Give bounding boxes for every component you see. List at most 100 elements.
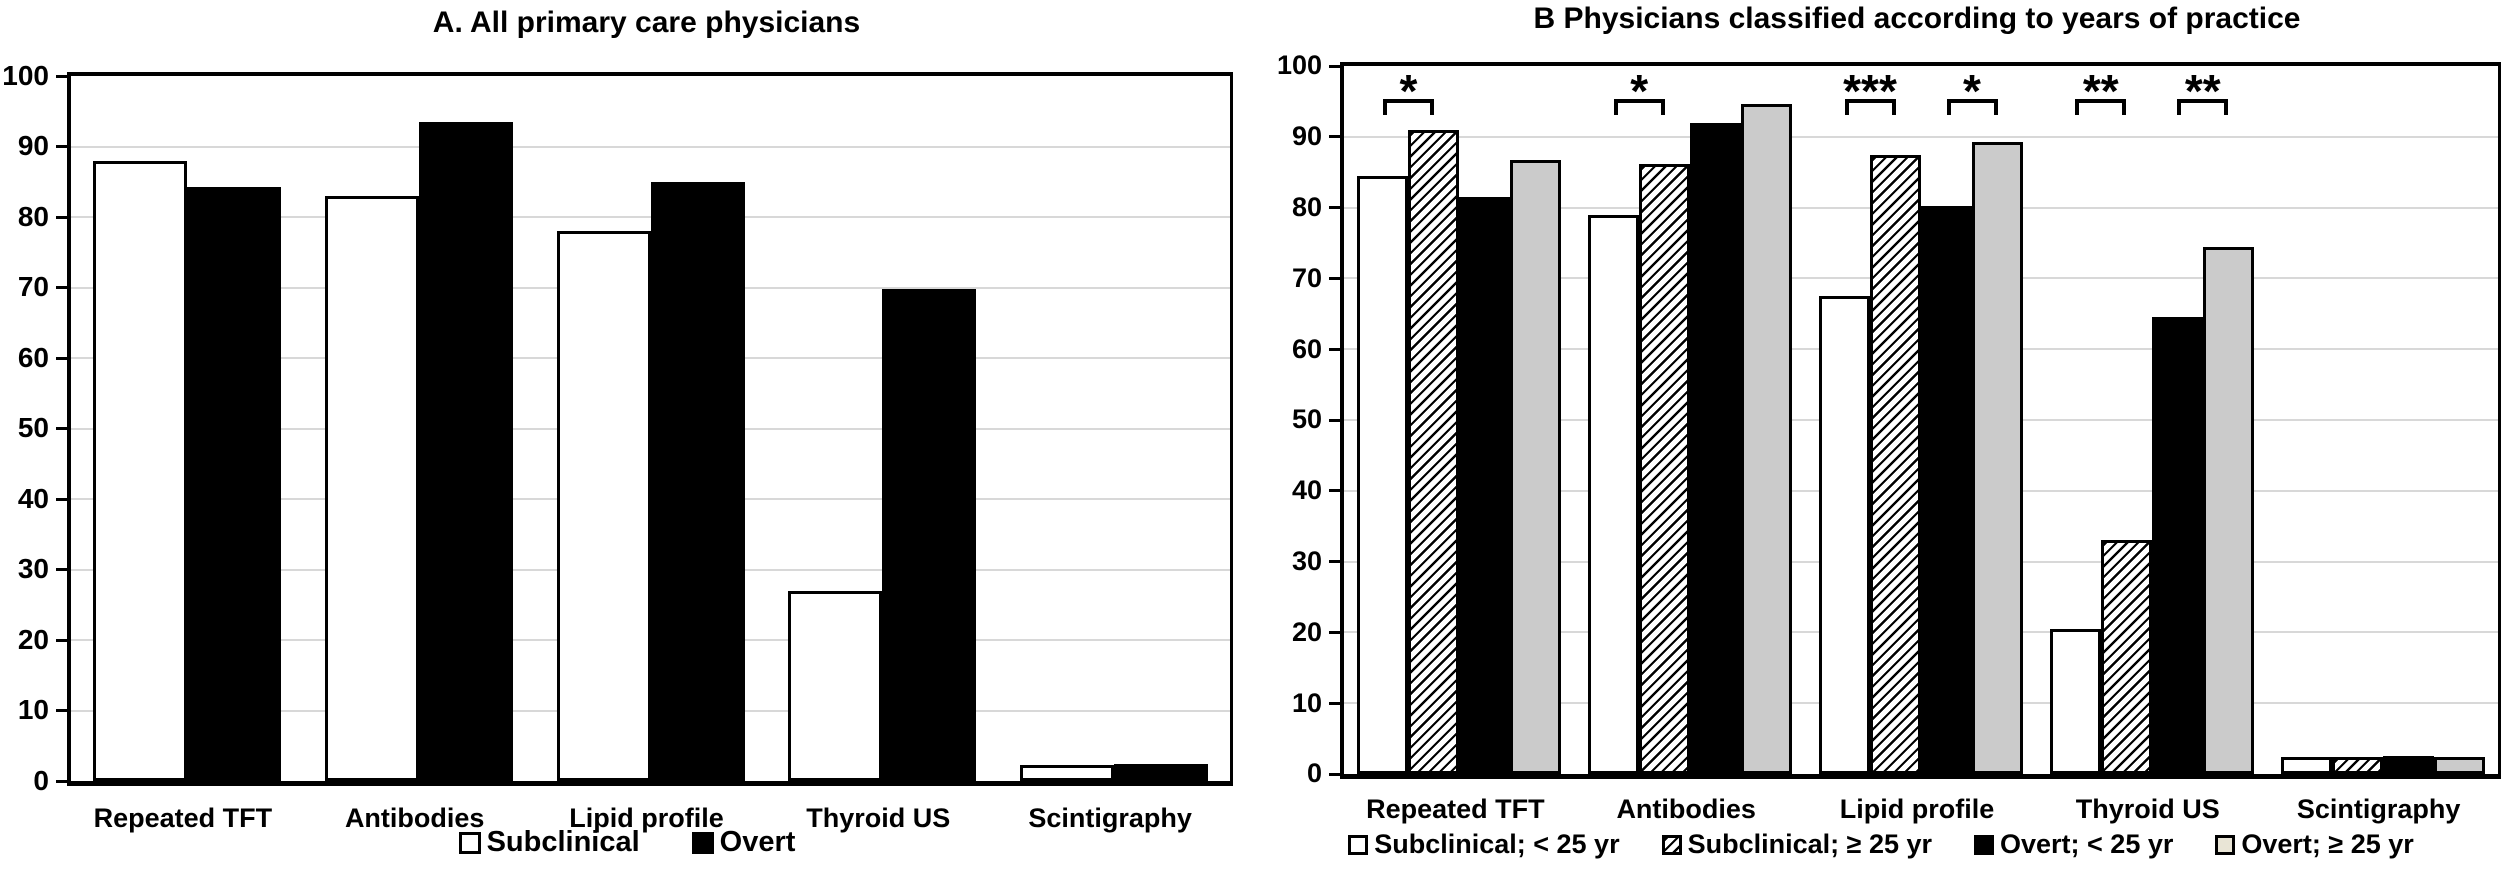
legend-label: Subclinical; ≥ 25 yr [1687, 829, 1933, 859]
gridline [71, 145, 1230, 148]
y-axis-tick-label: 30 [17, 553, 49, 585]
y-axis-tick [56, 779, 67, 783]
panel-b: B Physicians classified according to yea… [1254, 0, 2508, 872]
legend-label: Subclinical [486, 826, 640, 858]
category-label-antibodies: Antibodies [1616, 794, 1756, 824]
legend-swatch-white-icon [458, 831, 481, 854]
bar-lipid-profile-overt-25-yr [1972, 142, 2023, 774]
category-label-thyroid-us: Thyroid US [2075, 794, 2220, 824]
y-axis-tick-label: 70 [1291, 262, 1322, 293]
legend-swatch-black-icon [1974, 834, 1995, 855]
bar-antibodies-overt [418, 121, 513, 781]
y-axis-tick-label: 50 [1291, 404, 1322, 435]
bar-scintigraphy-subclinical-25-yr [2331, 757, 2383, 774]
category-label-repeated-tft: Repeated TFT [93, 803, 273, 833]
legend-item-subclinical-25-yr: Subclinical; < 25 yr [1348, 829, 1620, 860]
y-axis-tick [56, 356, 67, 360]
y-axis-tick-label: 50 [17, 412, 49, 444]
y-axis-tick-label: 30 [1291, 545, 1322, 576]
y-axis-tick [56, 638, 67, 642]
panel-b-plot: 0 10 20 30 40 50 60 70 80 90 100 * * *** * ** ** [1277, 50, 2501, 788]
panel-a: A. All primary care physicians 0 10 20 30 40… [0, 6, 1254, 859]
y-axis-tick [1329, 276, 1340, 280]
y-axis-tick [1329, 560, 1340, 564]
category-label-scintigraphy: Scintigraphy [2296, 794, 2461, 824]
y-axis-tick [56, 497, 67, 501]
bar-repeated-tft-overt-25-yr [1510, 160, 1562, 774]
legend-item-overt-25-yr: Overt; ≥ 25 yr [2215, 829, 2414, 860]
significance-bracket-lipid-profile-01 [1844, 99, 1896, 115]
bar-lipid-profile-subclinical-25-yr [1870, 154, 1921, 774]
y-axis-tick [56, 145, 67, 148]
significance-stars-thyroid-us-01: ** [2082, 65, 2119, 117]
significance-bracket-antibodies-01 [1613, 99, 1665, 115]
bar-thyroid-us-subclinical-25-yr [2049, 628, 2101, 774]
bar-lipid-profile-subclinical-25-yr [1819, 296, 1870, 774]
bar-scintigraphy-overt-25-yr [2382, 756, 2434, 774]
panel-b-legend: Subclinical; < 25 yr Subclinical; ≥ 25 yr… [1254, 829, 2508, 860]
bar-thyroid-us-overt-25-yr [2151, 317, 2203, 774]
y-axis-tick [1329, 701, 1340, 705]
legend-label: Overt [719, 826, 796, 858]
panel-b-title: B Physicians classified according to yea… [1533, 2, 2301, 35]
category-label-lipid-profile: Lipid profile [569, 803, 724, 833]
panel-a-legend: Subclinical Overt [0, 826, 1254, 859]
bar-antibodies-subclinical-25-yr [1639, 163, 1691, 774]
bar-antibodies-overt-25-yr [1690, 122, 1742, 774]
category-label-repeated-tft: Repeated TFT [1366, 794, 1545, 824]
legend-label: Subclinical; < 25 yr [1374, 829, 1620, 859]
bar-lipid-profile-overt-25-yr [1921, 206, 1972, 774]
y-axis-tick-label: 10 [1291, 687, 1322, 718]
y-axis-tick-label: 90 [17, 130, 49, 162]
significance-bracket-lipid-profile-23 [1946, 99, 1998, 115]
bar-repeated-tft-subclinical-25-yr [1357, 175, 1409, 774]
legend-item-subclinical: Subclinical [458, 826, 640, 859]
legend-label: Overt; ≥ 25 yr [2241, 829, 2414, 859]
y-axis-tick-label: 10 [17, 694, 49, 726]
gridline [1344, 135, 2498, 138]
legend-item-overt-25-yr: Overt; < 25 yr [1974, 829, 2173, 860]
y-axis-tick-label: 40 [17, 482, 49, 514]
bar-antibodies-overt-25-yr [1741, 104, 1793, 774]
legend-swatch-white-icon [1348, 834, 1369, 855]
y-axis-tick [56, 427, 67, 430]
bar-thyroid-us-subclinical [788, 590, 883, 781]
y-axis-tick [1329, 135, 1340, 139]
significance-bracket-repeated-tft-01 [1382, 99, 1434, 115]
legend-label: Overt; < 25 yr [2000, 829, 2174, 859]
bar-antibodies-subclinical [324, 195, 419, 781]
significance-stars-repeated-tft-01: * [1399, 65, 1418, 117]
y-axis-tick-label: 80 [17, 200, 49, 232]
legend-swatch-gray-icon [2215, 834, 2236, 855]
category-label-lipid-profile: Lipid profile [1839, 794, 1995, 824]
y-axis-tick [56, 709, 67, 712]
significance-stars-thyroid-us-23: ** [2184, 65, 2221, 117]
y-axis-tick [1329, 489, 1340, 493]
bar-lipid-profile-subclinical [556, 231, 651, 781]
y-axis-tick-label: 60 [17, 341, 49, 373]
panel-a-title: A. All primary care physicians [432, 6, 861, 39]
category-label-scintigraphy: Scintigraphy [1028, 803, 1192, 833]
significance-bracket-thyroid-us-01 [2075, 99, 2127, 115]
legend-item-overt: Overt [691, 826, 796, 859]
y-axis-tick [1329, 347, 1340, 351]
bar-repeated-tft-subclinical-25-yr [1408, 129, 1460, 774]
y-axis-tick-label: 80 [1291, 191, 1322, 222]
legend-item-subclinical-25-yr: Subclinical; ≥ 25 yr [1661, 829, 1933, 860]
bar-scintigraphy-subclinical [1020, 764, 1115, 781]
bar-thyroid-us-subclinical-25-yr [2100, 540, 2152, 774]
y-axis-tick [56, 215, 67, 219]
significance-stars-antibodies-01: * [1630, 65, 1649, 117]
bar-repeated-tft-overt [186, 186, 281, 781]
y-axis-tick [1329, 772, 1340, 776]
y-axis-tick [56, 74, 67, 78]
bar-repeated-tft-overt-25-yr [1459, 196, 1511, 774]
category-label-antibodies: Antibodies [344, 803, 485, 833]
significance-stars-lipid-profile-01: *** [1843, 65, 1897, 117]
bar-scintigraphy-subclinical-25-yr [2280, 757, 2332, 774]
category-label-thyroid-us: Thyroid US [806, 803, 951, 833]
y-axis-tick-label: 100 [1276, 50, 1322, 81]
y-axis-tick-label: 20 [17, 623, 49, 655]
y-axis-tick [1329, 630, 1340, 634]
